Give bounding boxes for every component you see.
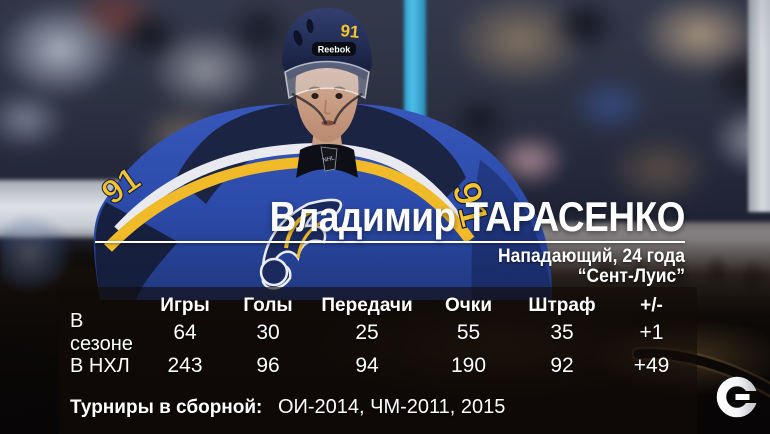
stats-col-assists: Передачи	[321, 295, 413, 316]
stat-nhl-plusminus: +49	[633, 354, 670, 377]
visor	[284, 60, 370, 100]
player-illustration: 91 91 NHL	[93, 8, 552, 300]
player-first-name: Владимир	[269, 193, 456, 240]
stat-nhl-assists: 94	[355, 354, 379, 377]
title-block: Владимир ТАРАСЕНКО Нападающий, 24 года “…	[95, 195, 685, 287]
stats-col-penalty: Штраф	[528, 295, 596, 316]
g-ring-icon	[716, 376, 758, 418]
stats-col-games: Игры	[160, 295, 210, 316]
stat-nhl-games: 243	[167, 354, 203, 377]
stat-season-goals: 30	[256, 321, 280, 344]
title-underline	[95, 241, 685, 243]
stats-panel: Игры Голы Передачи Очки Штраф +/- В сезо…	[59, 287, 697, 434]
stat-season-points: 55	[456, 321, 481, 344]
player-name: Владимир ТАРАСЕНКО	[166, 193, 686, 240]
stat-season-plusminus: +1	[639, 321, 664, 344]
helmet-number: 91	[340, 21, 361, 42]
player-last-name: ТАРАСЕНКО	[465, 193, 685, 240]
stat-season-games: 64	[173, 321, 197, 344]
tournaments-value: ОИ-2014, ЧМ-2011, 2015	[277, 396, 506, 418]
tournaments-label: Турниры в сборной:	[70, 397, 263, 418]
stats-row-nhl-label: В НХЛ	[70, 354, 130, 377]
helmet-brand-label: Reebok	[318, 45, 352, 55]
player-subtitle: Нападающий, 24 года “Сент-Луис”	[142, 247, 685, 287]
stats-col-goals: Голы	[243, 295, 293, 316]
sovsport-brand-logo	[716, 376, 758, 418]
stat-nhl-penalty: 92	[550, 354, 574, 377]
stats-row-season-label: В сезоне	[70, 310, 133, 355]
glass-post	[748, 0, 770, 212]
tournaments-line: Турниры в сборной: ОИ-2014, ЧМ-2011, 201…	[59, 396, 697, 419]
jersey-yoke	[176, 104, 466, 206]
stat-season-penalty: 35	[550, 321, 574, 344]
helmet: 91 Reebok	[282, 8, 372, 125]
nhl-shield-logo: NHL	[320, 146, 338, 172]
player-club: “Сент-Луис”	[577, 266, 685, 287]
sleeve-number-right: 91	[443, 178, 496, 232]
stats-table: Игры Голы Передачи Очки Штраф +/- В сезо…	[59, 287, 697, 384]
chin-strap	[291, 92, 328, 125]
chest-note-logo	[259, 198, 343, 290]
player-position-age: Нападающий, 24 года	[498, 246, 685, 267]
svg-text:NHL: NHL	[322, 155, 336, 164]
boards-ad-logo	[0, 212, 74, 294]
stat-nhl-goals: 96	[256, 354, 280, 377]
stat-season-assists: 25	[355, 321, 379, 344]
stat-nhl-points: 190	[450, 354, 487, 377]
stats-col-points: Очки	[445, 295, 492, 316]
stats-col-plusminus: +/-	[640, 295, 663, 316]
